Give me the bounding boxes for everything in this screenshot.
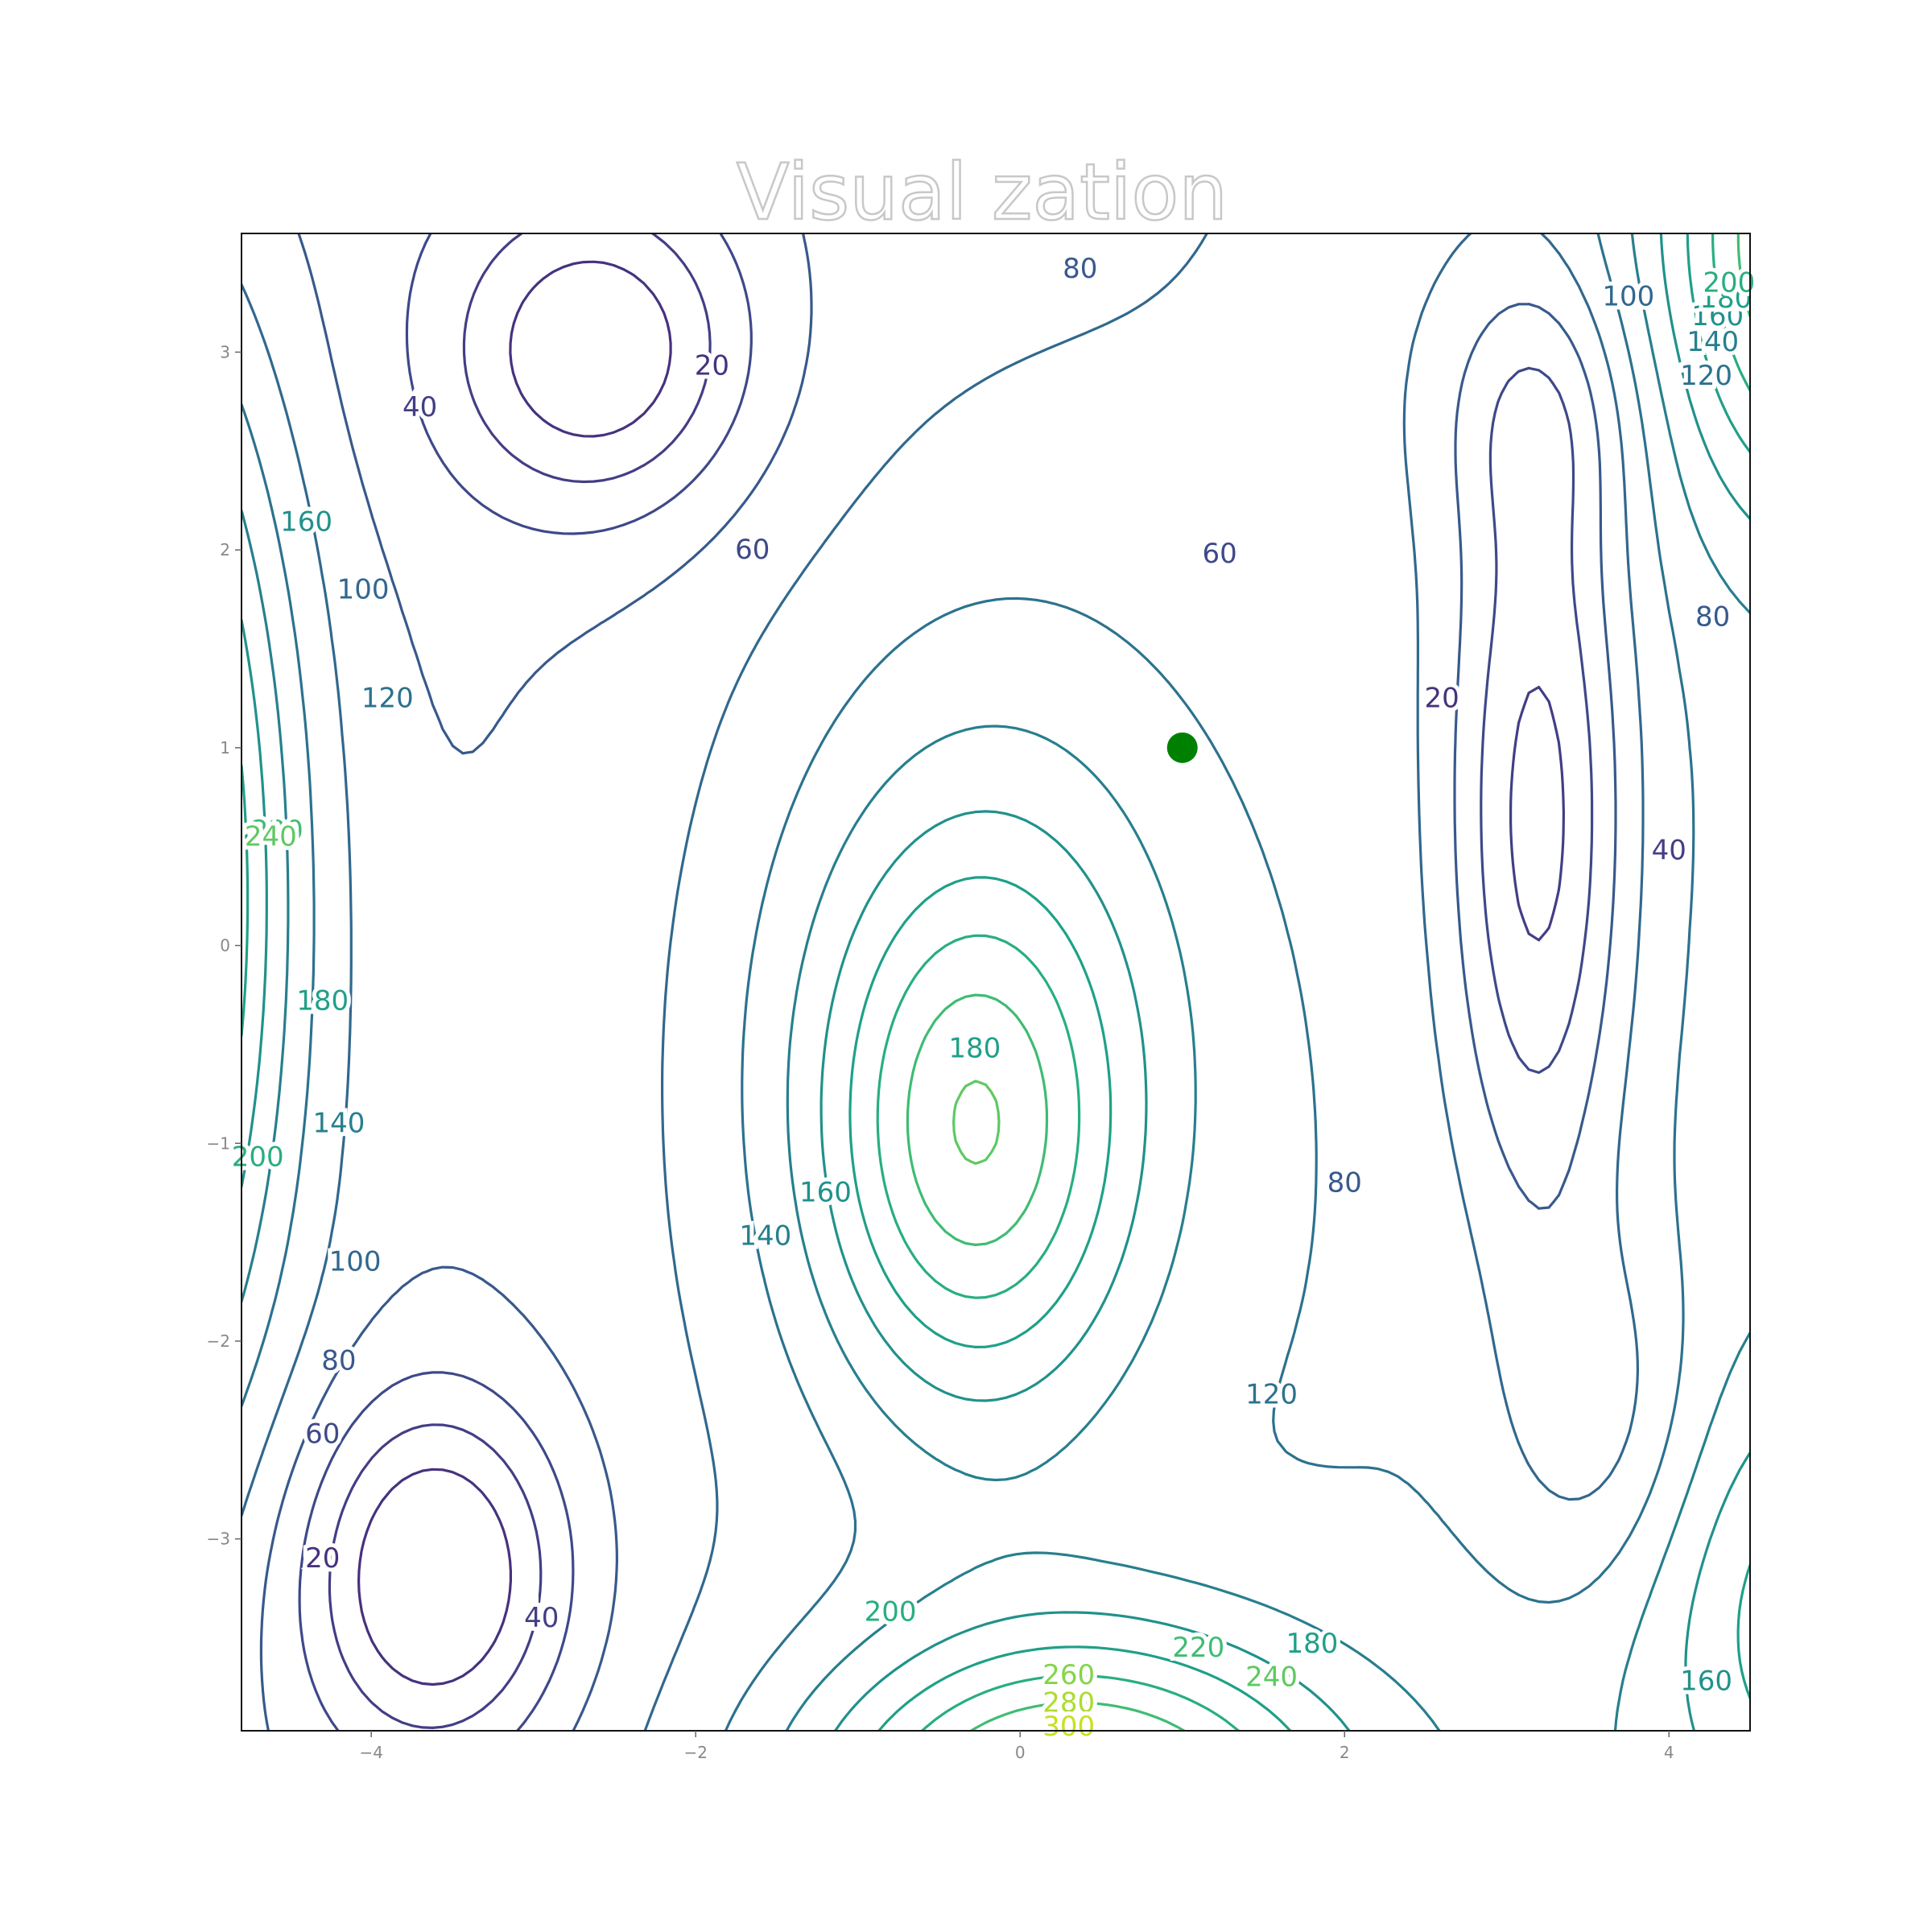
- contour-level-80: [259, 233, 1617, 1731]
- contour-level-140: [242, 233, 1750, 1731]
- contour-label: 300: [1042, 1711, 1095, 1743]
- y-tick-label: 2: [220, 540, 230, 559]
- contour-label: 180: [1699, 283, 1752, 315]
- contour-label: 160: [280, 506, 332, 539]
- contour-label: 120: [1680, 360, 1732, 392]
- contour-level-200: [876, 233, 1750, 1731]
- contour-label: 140: [739, 1220, 791, 1253]
- y-tick-label: 3: [220, 342, 230, 361]
- contour-label: 220: [251, 815, 303, 847]
- contour-label: 120: [361, 682, 414, 714]
- contour-level-240: [952, 1080, 1079, 1731]
- contour-label: 140: [1686, 326, 1739, 358]
- contour-label: 20: [695, 350, 729, 382]
- contour-label: 200: [1703, 266, 1755, 299]
- contour-level-220: [906, 233, 1750, 1731]
- y-tick-label: −3: [207, 1530, 230, 1549]
- y-tick-label: −2: [207, 1331, 230, 1351]
- contour-label: 20: [305, 1542, 340, 1575]
- contour-label: 120: [1245, 1378, 1298, 1410]
- y-tick-label: 0: [220, 936, 230, 956]
- contour-label: 60: [1202, 538, 1236, 570]
- contour-label: 220: [1172, 1632, 1224, 1664]
- contour-lines: [242, 233, 1750, 1731]
- point-marker: [1166, 732, 1198, 763]
- contour-label: 180: [1286, 1628, 1338, 1660]
- contour-label: 240: [1245, 1662, 1298, 1694]
- contour-label: 40: [402, 391, 437, 423]
- x-axis: −4 −2 0 2 4: [359, 1731, 1674, 1762]
- contour-label: 280: [1042, 1687, 1095, 1719]
- contour-label: 140: [312, 1108, 365, 1140]
- contour-level-60: [298, 233, 1594, 1731]
- contour-label: 260: [1042, 1659, 1095, 1691]
- contour-label: 100: [337, 573, 390, 605]
- plot-frame: [241, 233, 1751, 1732]
- contour-label: 200: [865, 1596, 917, 1629]
- contour-level-40: [328, 233, 1565, 1729]
- contour-label: 40: [524, 1602, 559, 1634]
- x-tick-label: 4: [1664, 1743, 1674, 1762]
- contour-level-160: [242, 233, 1750, 1731]
- contour-label: 60: [735, 534, 770, 566]
- contour-label: 180: [948, 1032, 1001, 1064]
- contour-label: 160: [1680, 1666, 1732, 1698]
- y-tick-label: 1: [220, 738, 230, 758]
- contour-label: 60: [305, 1418, 340, 1450]
- contour-level-120: [242, 233, 1695, 1731]
- contour-label: 180: [296, 985, 349, 1017]
- contour-label: 80: [1695, 601, 1730, 634]
- contour-label: 80: [321, 1345, 356, 1377]
- contour-level-100: [242, 233, 1645, 1731]
- contour-label: 200: [232, 1141, 284, 1173]
- contour-label: 20: [1425, 682, 1459, 714]
- y-axis: −3 −2 −1 0 1 2 3: [207, 342, 242, 1549]
- contour-labels: 2040608010014020018022024016010012040206…: [228, 249, 1760, 1747]
- marker-layer: [1166, 732, 1198, 763]
- y-tick-label: −1: [207, 1133, 230, 1153]
- x-tick-label: −2: [683, 1743, 707, 1762]
- x-tick-label: 0: [1015, 1743, 1026, 1762]
- chart-title: Visual zation: [737, 147, 1228, 237]
- x-tick-label: −4: [359, 1743, 382, 1762]
- contour-level-180: [242, 233, 1750, 1731]
- contour-label: 80: [1327, 1166, 1362, 1199]
- contour-label: 100: [1602, 281, 1654, 313]
- x-tick-label: 2: [1340, 1743, 1350, 1762]
- contour-label: 160: [1691, 300, 1744, 332]
- contour-label: 240: [245, 820, 297, 852]
- contour-label: 160: [799, 1177, 852, 1209]
- contour-label: 100: [329, 1246, 382, 1278]
- contour-level-20: [357, 260, 672, 1686]
- contour-label: 40: [1652, 835, 1686, 867]
- contour-label: 80: [1063, 253, 1097, 285]
